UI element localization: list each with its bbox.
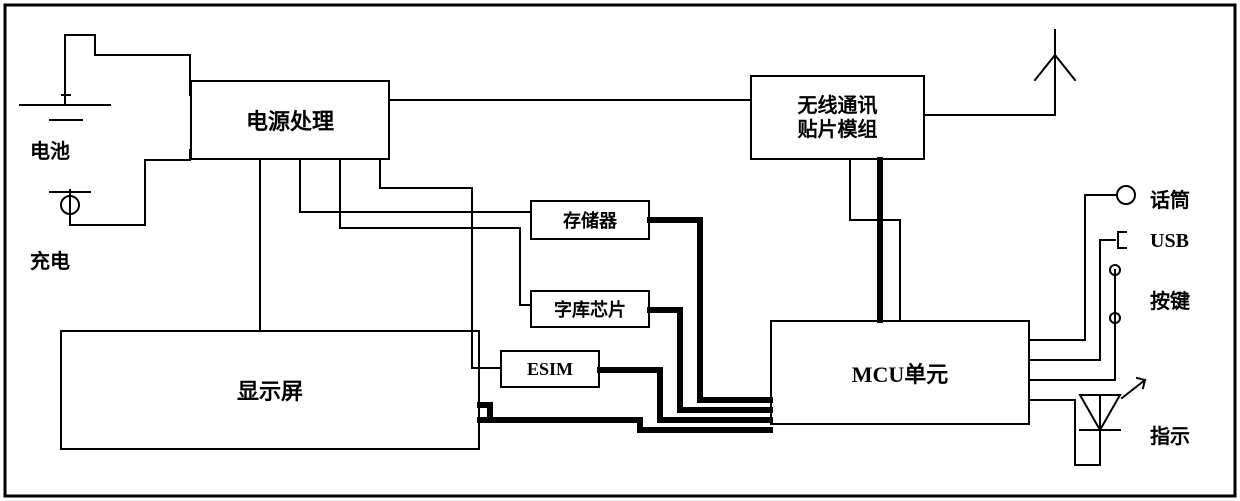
storage-block: 存储器 <box>530 200 650 240</box>
battery-label: 电池 <box>30 135 70 164</box>
mic-label: 话筒 <box>1150 184 1190 213</box>
charge-label: 充电 <box>30 245 70 274</box>
mcu-block: MCU单元 <box>770 320 1030 425</box>
diagram-canvas: 电源处理 存储器 字库芯片 ESIM 显示屏 无线通讯 贴片模组 MCU单元 电… <box>0 0 1240 501</box>
display-block: 显示屏 <box>60 330 480 450</box>
led-label: 指示 <box>1150 420 1190 449</box>
wireless-block: 无线通讯 贴片模组 <box>750 75 925 160</box>
esim-label: ESIM <box>527 359 573 380</box>
button-label: 按键 <box>1150 285 1190 314</box>
wireless-label: 无线通讯 贴片模组 <box>798 94 878 142</box>
display-label: 显示屏 <box>237 374 303 406</box>
power-label: 电源处理 <box>246 104 334 136</box>
mcu-label: MCU单元 <box>852 357 949 389</box>
usb-label: USB <box>1150 230 1189 253</box>
storage-label: 存储器 <box>563 207 617 233</box>
esim-block: ESIM <box>500 350 600 388</box>
fontchip-block: 字库芯片 <box>530 290 650 328</box>
power-block: 电源处理 <box>190 80 390 160</box>
fontchip-label: 字库芯片 <box>554 296 626 322</box>
